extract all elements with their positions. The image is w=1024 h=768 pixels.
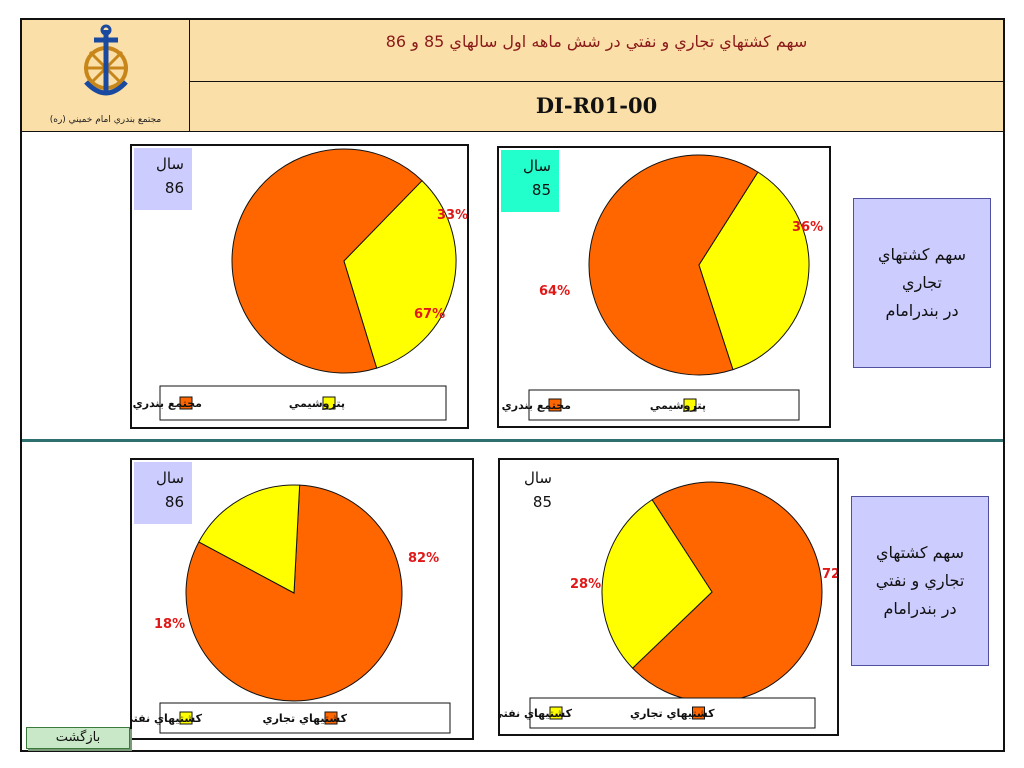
row-label-commercial-oil: سهم كشتهاي تجاري و نفتي در بندرامام (851, 496, 989, 666)
row-label-line: سهم كشتهاي (876, 543, 965, 562)
row-label-line: تجاري (902, 273, 942, 292)
pie-chart-bottom-85: 72% 28% كشتيهاي نفتي كشتيهاي تجاري سال 85 (498, 458, 839, 736)
year-badge: سال 85 (501, 150, 559, 212)
anchor-logo-icon (84, 24, 128, 96)
year-label: سال (155, 155, 184, 173)
legend-swatch (683, 398, 697, 412)
row-divider (22, 439, 1003, 442)
row-label-line: سهم كشتهاي (878, 245, 967, 264)
legend-entry: مجتمع بندري (502, 399, 571, 412)
slice-percent-label: 33% (437, 208, 467, 223)
pie-chart-top-86: 67% 33% مجتمع بندري پتروشيمي سال 86 (130, 144, 469, 429)
year-badge: سال 85 (502, 462, 560, 524)
slice-percent-label: 72% (822, 567, 837, 582)
legend-box (528, 389, 800, 421)
pie-slice (698, 171, 810, 371)
year-value: 85 (532, 493, 552, 511)
legend-entry: كشتيهاي تجاري (630, 707, 715, 720)
slice-percent-label: 28% (570, 577, 601, 592)
legend-swatch (324, 711, 338, 725)
row-label-line: تجاري و نفتي (875, 571, 965, 590)
back-button[interactable]: بازگشت (26, 727, 130, 749)
legend-swatch (548, 398, 562, 412)
pie-chart-bottom-86: 82% 18% كشتيهاي نفتي كشتيهاي تجاري سال 86 (130, 458, 474, 740)
row-label-line: در بندرامام (885, 301, 959, 320)
pie-slice (631, 481, 823, 703)
legend-box (159, 702, 451, 734)
slide-frame: مجتمع بندري امام خميني (ره) سهم كشتهاي ت… (20, 18, 1005, 752)
legend-entry: كشتيهاي تجاري (263, 712, 348, 725)
year-value: 86 (164, 493, 184, 511)
year-badge: سال 86 (134, 148, 192, 210)
row-label-line: در بندرامام (883, 599, 957, 618)
pie-slice (231, 148, 423, 374)
legend-box (159, 385, 447, 421)
legend-swatch (179, 711, 193, 725)
pie-chart-top-85: 64% 36% مجتمع بندري پتروشيمي سال 85 (497, 146, 831, 428)
page-title: سهم كشتهاي تجاري و نفتي در شش ماهه اول س… (190, 20, 1003, 82)
year-value: 85 (531, 181, 551, 199)
pie-slice (601, 499, 713, 669)
logo-caption: مجتمع بندري امام خميني (ره) (49, 115, 162, 125)
legend-entry: پتروشيمي (650, 399, 706, 412)
slice-percent-label: 64% (539, 284, 570, 299)
legend-entry: كشتيهاي نفتي (500, 707, 573, 720)
pie-slice (588, 154, 759, 376)
logo-cell: مجتمع بندري امام خميني (ره) (22, 20, 190, 132)
legend-entry: پتروشيمي (289, 397, 345, 410)
slice-percent-label: 82% (408, 551, 439, 566)
legend-box (529, 697, 816, 729)
year-label: سال (155, 469, 184, 487)
year-label: سال (523, 469, 552, 487)
slice-percent-label: 36% (792, 220, 823, 235)
slice-percent-label: 18% (154, 617, 185, 632)
legend-swatch (549, 706, 563, 720)
pie-slice (343, 179, 457, 369)
legend-swatch (322, 396, 336, 410)
pie-slice (185, 484, 403, 702)
pie-slice (198, 484, 301, 594)
document-code: DI-R01-00 (190, 82, 1003, 132)
legend-entry: مجتمع بندري (133, 397, 202, 410)
legend-swatch (179, 396, 193, 410)
year-label: سال (522, 157, 551, 175)
year-badge: سال 86 (134, 462, 192, 524)
row-label-commercial: سهم كشتهاي تجاري در بندرامام (853, 198, 991, 368)
slice-percent-label: 67% (414, 307, 445, 322)
year-value: 86 (164, 179, 184, 197)
legend-swatch (692, 706, 705, 720)
legend-entry: كشتيهاي نفتي (132, 712, 203, 725)
